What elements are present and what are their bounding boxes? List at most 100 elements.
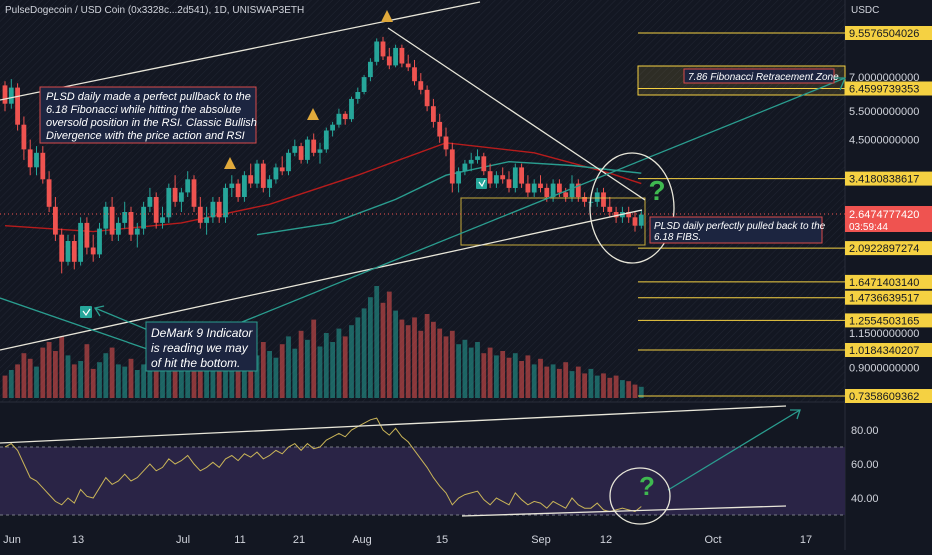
volume-bar <box>607 377 613 398</box>
moving-average-teal <box>256 160 642 236</box>
volume-bar <box>368 297 373 398</box>
rsi-arrow-head <box>790 409 801 420</box>
volume-bar <box>147 355 153 398</box>
candle <box>468 152 474 172</box>
volume-bar <box>613 375 619 398</box>
candle-body <box>90 247 96 255</box>
candle-body <box>172 187 178 202</box>
fib-price-tag <box>845 343 932 357</box>
note1-line-1: 6.18 Fibonacci while hitting the absolut… <box>46 104 241 116</box>
candle <box>84 217 90 255</box>
candle <box>53 197 58 241</box>
candle <box>286 149 291 176</box>
fib-price-tag <box>845 389 932 403</box>
volume-bar <box>160 366 165 398</box>
candle-body <box>638 214 644 226</box>
candle-body <box>500 175 506 180</box>
volume-bar <box>481 353 487 398</box>
volume-bar <box>374 286 380 398</box>
candle <box>8 79 14 109</box>
candle-body <box>273 167 279 180</box>
demark-buy-marker-aug <box>476 178 487 189</box>
pullback-zone-box <box>460 197 646 246</box>
candle-body <box>582 197 587 202</box>
volume-bar <box>103 353 109 398</box>
candle-body <box>2 85 8 104</box>
annotation-zone: 7.86 Fibonacci Retracement Zone <box>683 68 839 84</box>
volume-bar <box>191 347 197 398</box>
volume-bar <box>544 366 550 398</box>
time-tick-label: 21 <box>293 534 305 546</box>
time-tick-label: Jun <box>3 534 21 546</box>
note2-line-1: is reading we may <box>151 341 249 355</box>
candle <box>242 171 247 202</box>
candle-body <box>216 201 222 218</box>
volume-bar <box>229 353 235 398</box>
candle-body <box>519 167 524 184</box>
candle <box>475 149 480 164</box>
candle <box>292 139 298 157</box>
candle-body <box>71 241 77 262</box>
candle <box>191 175 197 212</box>
candle-body <box>248 175 254 184</box>
note1-line-0: PLSD daily made a perfect pullback to th… <box>46 91 251 103</box>
candle-body <box>601 192 606 207</box>
candle-body <box>160 217 165 223</box>
volume-bar <box>638 386 644 398</box>
candle-body <box>431 106 436 122</box>
fib-price-label: 9.5576504026 <box>849 28 919 40</box>
volume-bar <box>386 291 392 398</box>
volume-bar <box>292 348 298 398</box>
candle-body <box>437 121 443 137</box>
rsi-projection-arrow <box>667 409 801 491</box>
candle <box>260 159 266 193</box>
candle-body <box>267 179 272 188</box>
volume-bar <box>273 357 279 398</box>
candle-body <box>103 206 109 229</box>
candle <box>71 234 77 270</box>
candle-body <box>405 63 411 68</box>
volume-bar <box>197 355 203 398</box>
candle <box>481 152 487 176</box>
candle-body <box>525 183 531 193</box>
candle-body <box>210 201 216 218</box>
trend-lines <box>0 1 846 517</box>
volume-bar <box>97 362 102 398</box>
candle <box>594 187 600 207</box>
candle <box>487 163 493 188</box>
demark-warning-icon <box>307 108 319 120</box>
volume-bar <box>468 347 474 398</box>
candle <box>27 139 33 176</box>
candle <box>374 38 380 66</box>
volume-bar <box>456 344 461 398</box>
candle-body <box>481 156 487 172</box>
annotation-note2: DeMark 9 Indicator is reading we may of … <box>145 321 258 372</box>
candle-body <box>8 87 14 104</box>
volume-bar <box>298 330 304 398</box>
volume-bar <box>626 381 632 398</box>
volume-bar <box>71 364 77 398</box>
demark-buy-check-icon <box>82 308 91 317</box>
candle <box>2 81 8 112</box>
candle <box>632 212 638 232</box>
volume-bar <box>59 336 65 398</box>
candle <box>393 44 398 68</box>
volume-bar <box>216 366 222 398</box>
volume-bar <box>538 358 543 398</box>
candle <box>235 179 241 202</box>
candle <box>229 175 235 197</box>
note1-line-3: Divergence with the price action and RSI <box>46 130 245 142</box>
volume-bar <box>361 308 367 398</box>
volume-bar <box>254 355 260 398</box>
trendline-descending <box>387 27 646 201</box>
candle <box>336 108 342 128</box>
candle <box>349 96 354 122</box>
fib-price-label: 1.4736639517 <box>849 293 919 305</box>
candle-body <box>544 187 550 197</box>
volume-bar <box>179 364 184 398</box>
candle <box>254 159 260 188</box>
volume-bar <box>323 333 329 398</box>
last-price-value: 2.6474777420 <box>849 209 919 221</box>
volume-bar <box>632 384 638 398</box>
